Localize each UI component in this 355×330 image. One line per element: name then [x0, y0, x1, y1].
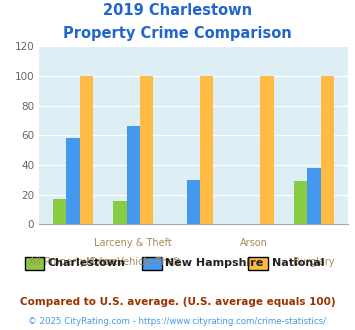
Text: New Hampshire: New Hampshire — [165, 258, 263, 268]
Bar — [53, 199, 66, 224]
Bar — [321, 76, 334, 224]
Text: © 2025 CityRating.com - https://www.cityrating.com/crime-statistics/: © 2025 CityRating.com - https://www.city… — [28, 317, 327, 326]
Text: Compared to U.S. average. (U.S. average equals 100): Compared to U.S. average. (U.S. average … — [20, 297, 335, 307]
Text: Larceny & Theft: Larceny & Theft — [94, 238, 172, 248]
Text: Burglary: Burglary — [293, 257, 335, 267]
Bar — [187, 180, 200, 224]
Bar — [200, 76, 213, 224]
Text: Motor Vehicle Theft: Motor Vehicle Theft — [86, 257, 181, 267]
Text: 2019 Charlestown: 2019 Charlestown — [103, 3, 252, 18]
Bar — [307, 168, 321, 224]
Bar — [127, 126, 140, 224]
Bar — [260, 76, 274, 224]
Bar — [140, 76, 153, 224]
Text: Charlestown: Charlestown — [48, 258, 126, 268]
Text: National: National — [272, 258, 324, 268]
Bar — [294, 181, 307, 224]
Text: Arson: Arson — [240, 238, 268, 248]
Text: All Property Crime: All Property Crime — [29, 257, 118, 267]
Bar — [113, 201, 127, 224]
Bar — [80, 76, 93, 224]
Text: Property Crime Comparison: Property Crime Comparison — [63, 26, 292, 41]
Bar — [66, 138, 80, 224]
